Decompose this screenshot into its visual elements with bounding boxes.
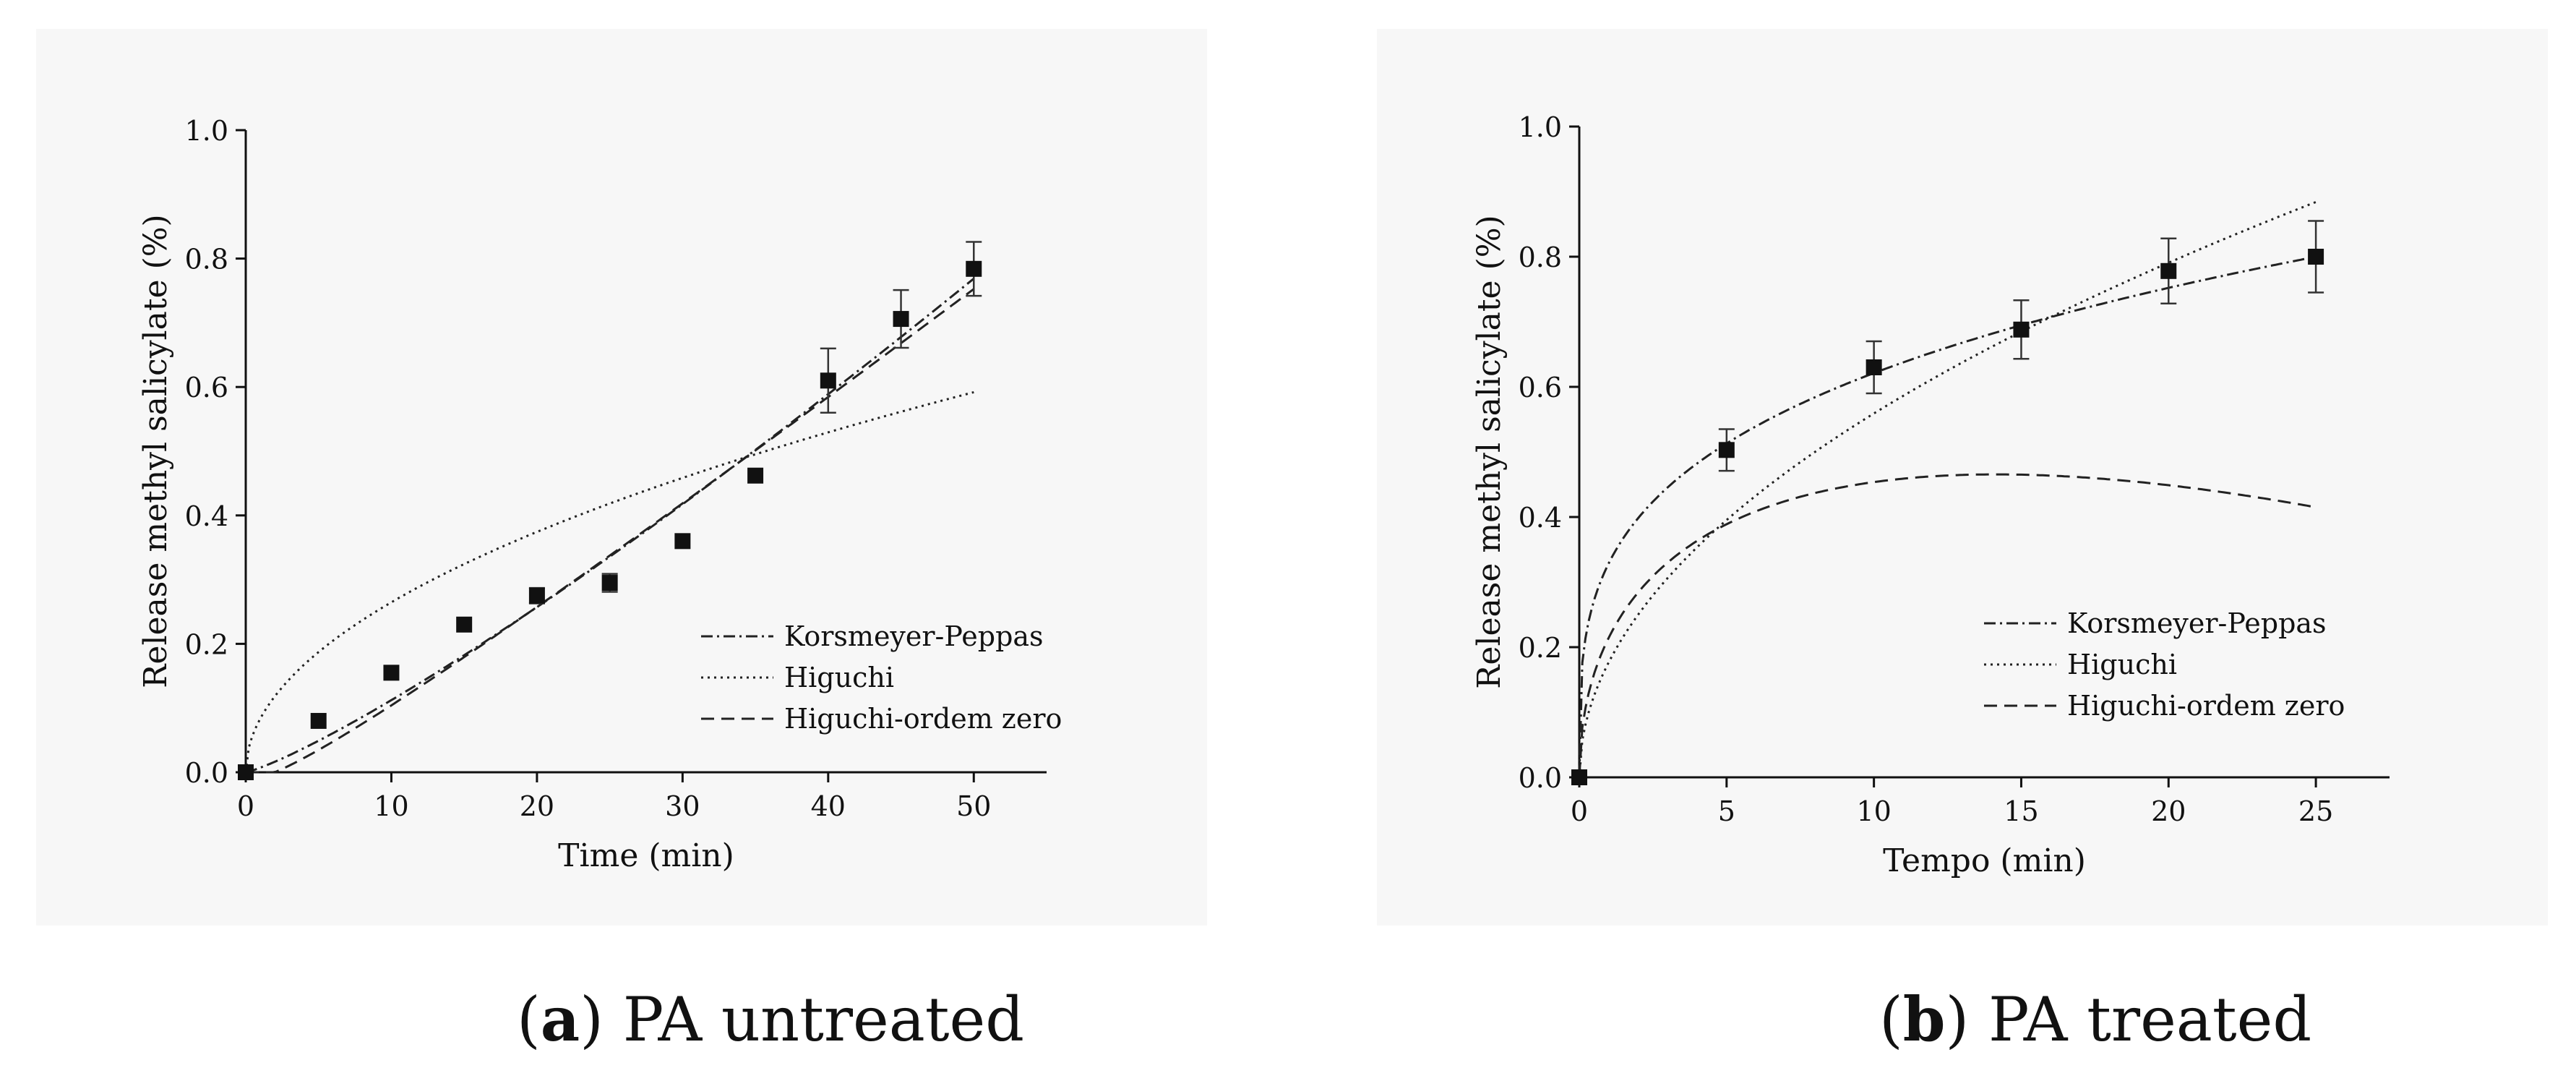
panel-a-background bbox=[36, 29, 1207, 926]
p2-x-tick-label: 0 bbox=[1571, 795, 1588, 827]
p1-x-tick-label: 20 bbox=[520, 790, 554, 822]
p2-x-tick-label: 20 bbox=[2151, 795, 2186, 827]
p1-y-tick-label: 0.8 bbox=[185, 244, 228, 275]
p2-series-line-2 bbox=[1578, 201, 2317, 778]
p1-series-line-1 bbox=[245, 278, 975, 774]
p2-y-tick-label: 0.8 bbox=[1519, 242, 1562, 273]
p1-x-tick-label: 50 bbox=[956, 790, 991, 822]
p1-x-tick-label: 40 bbox=[811, 790, 846, 822]
p1-series-line-3 bbox=[246, 288, 975, 774]
p1-legend-label-2: Higuchi bbox=[784, 662, 894, 693]
p1-data-point bbox=[893, 311, 909, 328]
p2-data-point bbox=[2013, 321, 2030, 338]
p1-y-tick-label: 0.0 bbox=[185, 757, 228, 789]
p1-legend-label-1: Korsmeyer-Peppas bbox=[784, 620, 1044, 652]
p2-x-tick-label: 15 bbox=[2004, 795, 2038, 827]
p1-legend-label-3: Higuchi-ordem zero bbox=[784, 703, 1062, 735]
p1-data-point bbox=[528, 587, 545, 604]
p1-data-point bbox=[601, 575, 618, 591]
p1-y-axis-label: Release methyl salicylate (%) bbox=[137, 214, 174, 688]
p1-x-tick-label: 0 bbox=[237, 790, 254, 822]
p2-series-line-1 bbox=[1578, 255, 2317, 778]
p2-y-axis-label: Release methyl salicylate (%) bbox=[1471, 215, 1508, 688]
p2-data-point bbox=[2308, 249, 2324, 265]
p2-data-point bbox=[2160, 262, 2177, 279]
p2-data-point bbox=[1866, 359, 1882, 375]
caption-panel-a: (a) PA untreated bbox=[517, 983, 1025, 1055]
p2-x-tick-label: 5 bbox=[1718, 795, 1735, 827]
p1-y-tick-label: 0.4 bbox=[185, 500, 228, 532]
p1-x-tick-label: 30 bbox=[665, 790, 700, 822]
p2-y-tick-label: 0.4 bbox=[1519, 502, 1562, 534]
p2-legend-label-3: Higuchi-ordem zero bbox=[2067, 690, 2345, 722]
p1-data-point bbox=[747, 467, 764, 484]
p1-data-point bbox=[310, 712, 327, 729]
p2-y-tick-label: 0.2 bbox=[1519, 632, 1562, 664]
p2-legend-label-2: Higuchi bbox=[2067, 649, 2177, 680]
p1-data-point bbox=[674, 533, 691, 550]
p1-y-tick-label: 1.0 bbox=[185, 115, 228, 147]
p2-x-tick-label: 25 bbox=[2298, 795, 2333, 827]
p1-y-tick-label: 0.6 bbox=[185, 372, 228, 403]
p2-series-line-3 bbox=[1578, 473, 2317, 778]
p2-legend-label-1: Korsmeyer-Peppas bbox=[2067, 607, 2327, 639]
p1-x-axis-label: Time (min) bbox=[558, 837, 734, 874]
p2-data-point bbox=[1718, 442, 1735, 458]
p1-data-point bbox=[966, 260, 982, 277]
p2-y-tick-label: 1.0 bbox=[1519, 111, 1562, 143]
p1-data-point bbox=[820, 372, 836, 389]
p1-data-point bbox=[456, 616, 473, 633]
p1-y-tick-label: 0.2 bbox=[185, 628, 228, 660]
p1-data-point bbox=[238, 764, 254, 780]
p1-data-point bbox=[383, 665, 400, 681]
p2-x-tick-label: 10 bbox=[1856, 795, 1891, 827]
p2-x-axis-label: Tempo (min) bbox=[1883, 842, 2086, 879]
p2-y-tick-label: 0.0 bbox=[1519, 762, 1562, 794]
p2-y-tick-label: 0.6 bbox=[1519, 372, 1562, 403]
caption-panel-b: (b) PA treated bbox=[1879, 983, 2312, 1055]
p2-data-point bbox=[1571, 769, 1587, 785]
p1-x-tick-label: 10 bbox=[374, 790, 408, 822]
